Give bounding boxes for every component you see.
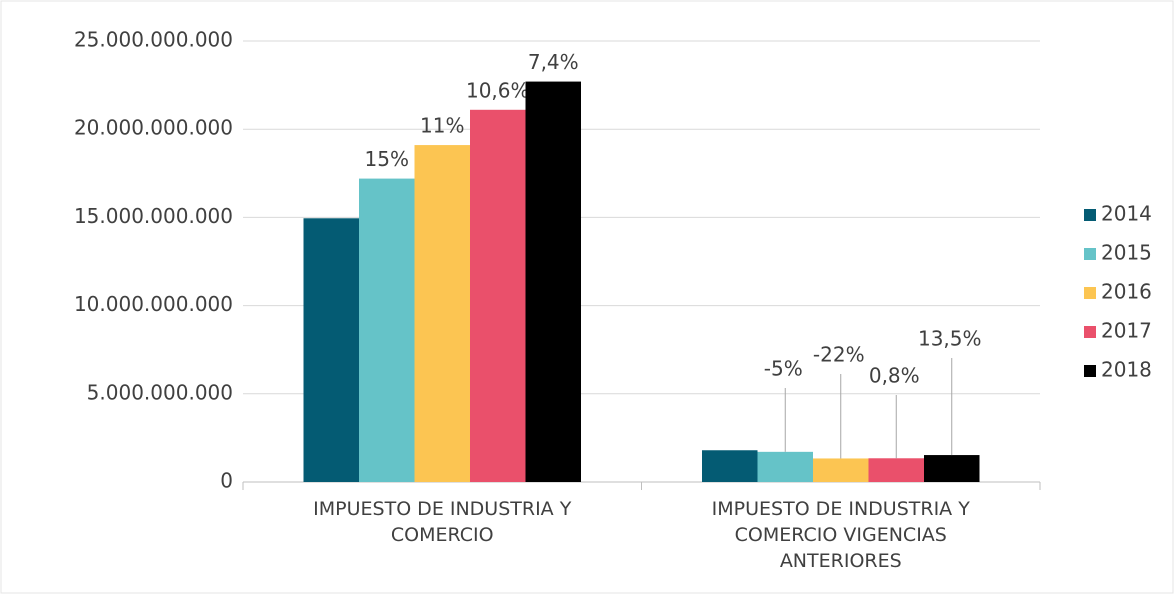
bar (525, 81, 581, 483)
bar (757, 451, 813, 482)
y-tick-label: 20.000.000.000 (74, 116, 233, 140)
data-label: 0,8% (869, 364, 920, 388)
y-tick-label: 15.000.000.000 (74, 204, 233, 228)
data-label: 15% (365, 147, 409, 171)
bar (924, 455, 980, 482)
bar (414, 145, 470, 483)
legend-swatch (1084, 209, 1096, 221)
x-tick-label: IMPUESTO DE INDUSTRIA Y COMERCIO (313, 498, 572, 546)
bar (702, 450, 758, 482)
legend-label: 2018 (1101, 358, 1152, 382)
bar (813, 458, 869, 482)
data-label: 10,6% (466, 78, 530, 102)
legend-swatch (1084, 248, 1096, 260)
legend-swatch (1084, 287, 1096, 299)
y-tick-label: 5.000.000.000 (87, 380, 233, 404)
data-label: 7,4% (528, 50, 579, 74)
y-tick-label: 0 (220, 469, 233, 493)
legend-swatch (1084, 365, 1096, 377)
bar (303, 218, 359, 483)
x-tick-label: IMPUESTO DE INDUSTRIA Y COMERCIO VIGENCI… (711, 498, 970, 572)
bar (868, 458, 924, 482)
legend-label: 2016 (1101, 280, 1152, 304)
data-label: 11% (420, 114, 464, 138)
y-tick-label: 25.000.000.000 (74, 28, 233, 52)
data-label: -22% (813, 343, 865, 367)
data-label: 13,5% (918, 327, 982, 351)
bar (470, 109, 526, 483)
legend-swatch (1084, 326, 1096, 338)
legend-label: 2015 (1101, 241, 1152, 265)
legend-label: 2014 (1101, 202, 1152, 226)
data-label: -5% (764, 357, 803, 381)
legend-label: 2017 (1101, 319, 1152, 343)
y-tick-label: 10.000.000.000 (74, 292, 233, 316)
bar (359, 178, 415, 483)
